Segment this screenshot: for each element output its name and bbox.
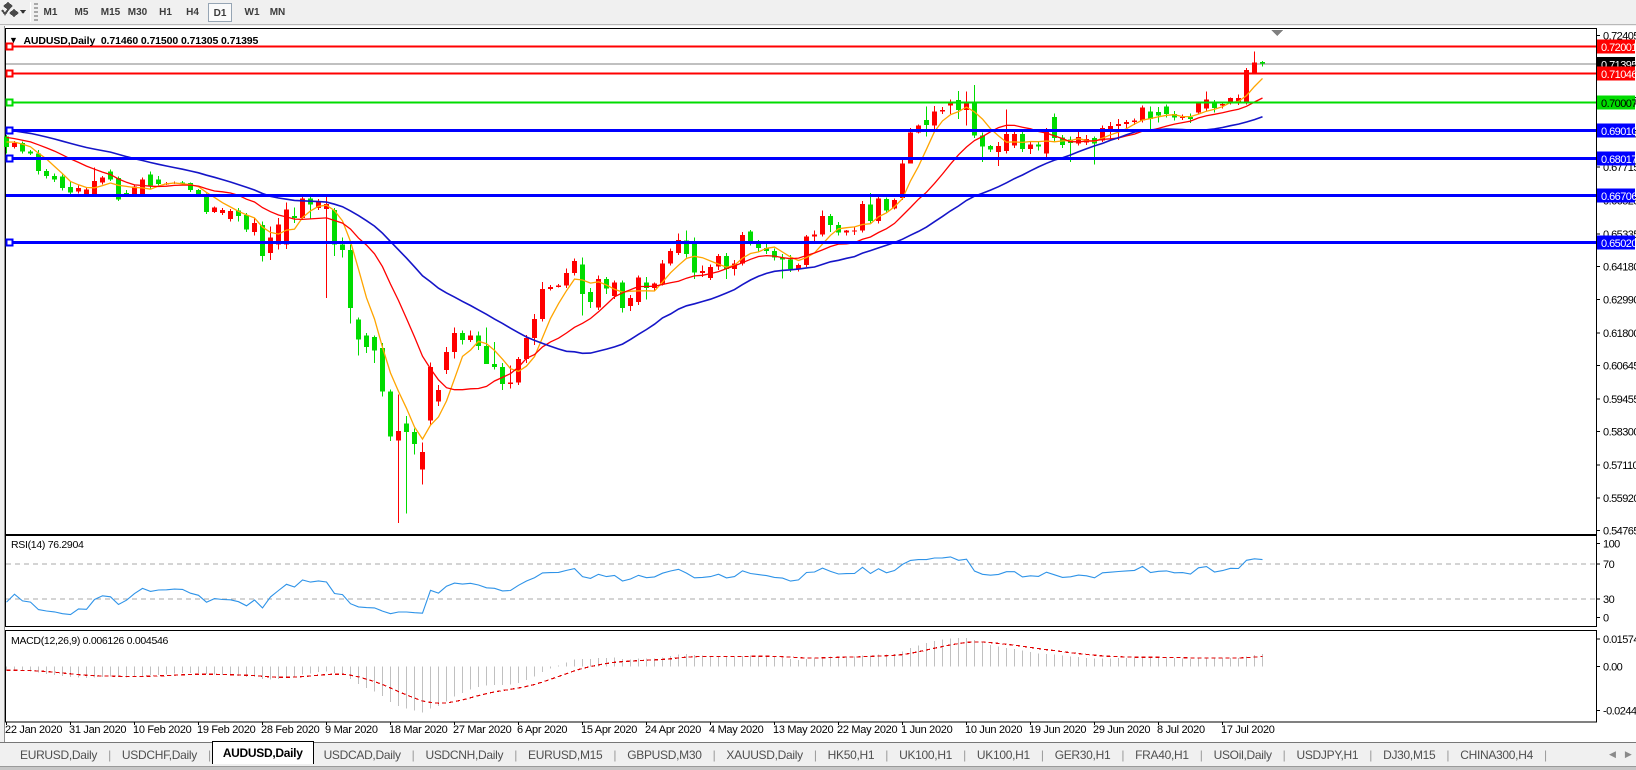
svg-text:0.58300: 0.58300 [1603,426,1636,438]
svg-text:0.01574: 0.01574 [1603,634,1636,646]
svg-text:0.61800: 0.61800 [1603,328,1636,340]
svg-text:100: 100 [1603,539,1620,551]
svg-text:0: 0 [1603,613,1609,625]
svg-text:-0.02441: -0.02441 [1603,706,1636,718]
svg-text:0.72001: 0.72001 [1601,42,1636,54]
svg-text:0.60645: 0.60645 [1603,361,1636,373]
svg-text:0.64180: 0.64180 [1603,261,1636,273]
svg-text:0.55920: 0.55920 [1603,493,1636,505]
svg-text:0.66706: 0.66706 [1601,191,1636,203]
svg-text:30: 30 [1603,594,1615,606]
svg-text:0.57110: 0.57110 [1603,460,1636,472]
svg-text:0.72405: 0.72405 [1603,30,1636,42]
svg-text:0.62990: 0.62990 [1603,295,1636,307]
svg-text:70: 70 [1603,559,1615,571]
svg-text:0.70007: 0.70007 [1601,98,1636,110]
svg-text:0.69010: 0.69010 [1601,126,1636,138]
svg-text:0.00: 0.00 [1603,662,1623,674]
svg-text:0.59455: 0.59455 [1603,394,1636,406]
svg-text:0.68017: 0.68017 [1601,154,1636,166]
svg-text:0.54765: 0.54765 [1603,526,1636,536]
svg-text:0.71046: 0.71046 [1601,69,1636,81]
svg-text:0.65020: 0.65020 [1601,238,1636,250]
